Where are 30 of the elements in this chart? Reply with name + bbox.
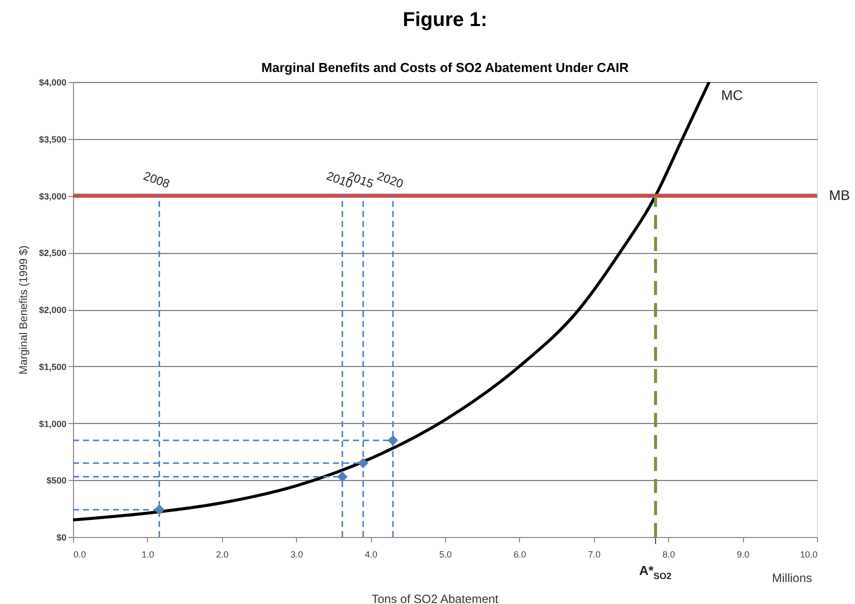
y-tick-label: $4,000 — [38, 78, 66, 88]
y-tick-label: $3,500 — [38, 134, 66, 144]
y-axis-title: Marginal Benefits (1999 $) — [18, 245, 30, 375]
y-tick-label: $1,500 — [38, 362, 66, 372]
y-tick-label: $500 — [46, 476, 66, 486]
x-tick-label: 2.0 — [216, 550, 229, 560]
y-tick-label: $2,000 — [38, 305, 66, 315]
annotation: 2020 — [375, 168, 406, 192]
chart-subtitle: Marginal Benefits and Costs of SO2 Abatement Under CAIR — [261, 60, 630, 75]
x-tick-label: 6.0 — [514, 550, 526, 560]
x-tick-label: 1.0 — [142, 550, 154, 560]
x-tick-label: 0.0 — [74, 550, 86, 560]
y-tick-label: $2,500 — [38, 248, 66, 258]
x-tick-label: 5.0 — [439, 550, 452, 560]
ref-line-label: MB — [829, 186, 850, 203]
x-tick-label: 3.0 — [290, 550, 303, 560]
x-tick-label: 8.0 — [662, 550, 675, 560]
chart-title: Figure 1: — [402, 9, 488, 31]
x-axis-title: Tons of SO2 Abatement — [372, 592, 500, 604]
y-tick-label: $1,000 — [38, 418, 66, 429]
x-tick-label: 10.0 — [800, 550, 818, 560]
x-tick-label: 4.0 — [364, 550, 378, 560]
annotation: 2008 — [142, 168, 172, 192]
series-label: MC — [721, 87, 743, 103]
text: Millions — [772, 571, 812, 585]
x-tick-label: 9.0 — [736, 550, 750, 560]
x-tick-label: 7.0 — [588, 550, 601, 560]
y-tick-label: $3,000 — [38, 191, 66, 202]
y-tick-label: $0 — [56, 532, 66, 542]
line-series — [73, 82, 711, 522]
